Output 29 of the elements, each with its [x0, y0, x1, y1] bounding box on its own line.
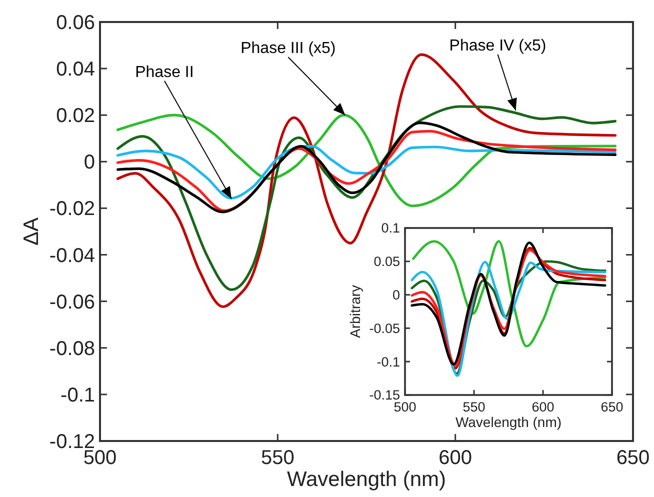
line-series — [116, 145, 617, 200]
y-tick-label: 0 — [392, 288, 400, 303]
y-tick-label: 0.02 — [56, 105, 95, 128]
y-tick-label: 0.05 — [374, 254, 400, 270]
y-tick-label: -0.05 — [369, 320, 400, 336]
y-tick-label: 0.04 — [56, 58, 95, 81]
y-tick-label: 0.1 — [381, 220, 400, 236]
x-tick-label: 550 — [260, 447, 294, 469]
x-axis-title: Wavelength (nm) — [286, 468, 446, 491]
x-tick-label: 650 — [600, 400, 624, 414]
annotation: Phase III (x5) — [240, 40, 336, 58]
x-axis-title: Wavelength (nm) — [455, 414, 562, 430]
x-tick-label: 600 — [532, 400, 554, 414]
y-tick-label: -0.1 — [376, 354, 400, 370]
y-tick-label: -0.06 — [49, 291, 95, 314]
annotation: Phase IV (x5) — [449, 37, 546, 54]
y-axis-title: ΔA — [20, 217, 43, 246]
y-tick-label: -0.02 — [49, 198, 95, 220]
x-tick-label: 600 — [438, 447, 472, 469]
y-tick-label: -0.04 — [49, 244, 95, 267]
x-tick-label: 550 — [462, 400, 486, 414]
y-tick-label: -0.1 — [60, 384, 95, 406]
annotation: Phase II — [135, 64, 194, 81]
y-axis-title: Arbitrary — [347, 285, 363, 338]
x-tick-label: 650 — [616, 447, 650, 469]
line-series — [412, 240, 606, 348]
y-tick-label: -0.08 — [49, 338, 95, 360]
y-tick-label: 0 — [84, 152, 95, 174]
y-tick-label: 0.06 — [56, 12, 95, 34]
